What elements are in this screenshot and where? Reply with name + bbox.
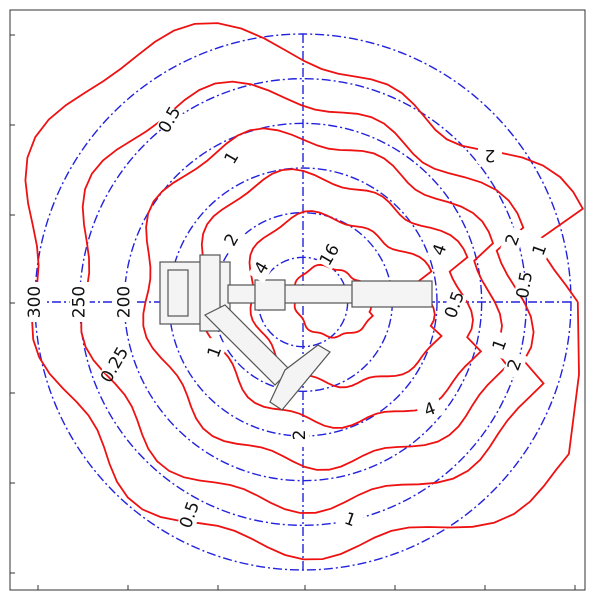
- label-bg: [427, 235, 453, 265]
- label-bg: [415, 397, 445, 423]
- contour-line: [142, 127, 509, 471]
- label-bg: [177, 500, 203, 530]
- contour-line: [24, 22, 584, 561]
- label-bg: [25, 282, 45, 322]
- label-bg: [156, 105, 184, 135]
- label-bg: [442, 290, 468, 320]
- label-bg: [202, 337, 228, 367]
- ring-label: 300: [25, 286, 45, 318]
- contour-label: 0.5: [513, 270, 537, 300]
- label-bg: [248, 253, 276, 283]
- machine: [159, 254, 433, 411]
- contour-label: 2: [290, 430, 310, 441]
- contour-label: 2: [485, 145, 496, 165]
- label-bg: [69, 282, 90, 322]
- label-bg: [478, 146, 502, 164]
- label-bg: [316, 240, 344, 270]
- ring-label: 250: [70, 286, 90, 318]
- label-bg: [335, 507, 365, 533]
- label-bg: [291, 423, 309, 447]
- label-bg: [527, 235, 553, 265]
- label-bg: [500, 225, 526, 255]
- label-bg: [114, 282, 135, 322]
- label-bg: [502, 350, 528, 380]
- frame-ticks: [10, 34, 576, 590]
- label-bg: [218, 225, 246, 255]
- label-bg: [514, 271, 536, 299]
- ring-label: 200: [114, 286, 134, 318]
- label-bg: [218, 143, 246, 173]
- label-bg: [101, 350, 129, 380]
- label-bg: [487, 330, 513, 360]
